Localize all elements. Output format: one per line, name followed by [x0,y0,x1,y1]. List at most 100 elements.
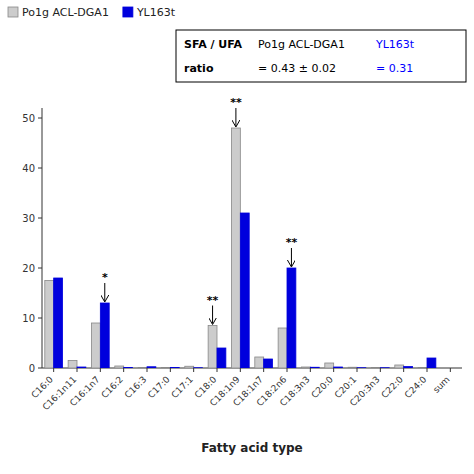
x-tick [193,368,194,372]
bar [395,365,404,368]
bar [54,278,63,368]
bar [255,357,264,368]
annotation-arrow [235,108,236,126]
bar [441,368,450,369]
bar [240,213,249,368]
bar [147,367,156,368]
bar [325,363,334,368]
ratio-box [176,30,466,82]
bar [161,367,170,368]
bar [68,361,77,369]
x-tick [357,368,358,372]
bar [115,366,124,368]
bar [427,358,436,368]
x-tick [77,368,78,372]
bar [264,359,273,368]
x-tick-label: C16:3 [123,374,149,400]
x-tick-label: C17:0 [146,374,172,400]
bar [287,268,296,368]
x-tick-label: sum [431,374,452,395]
y-tick-label: 10 [22,313,35,324]
bar [278,328,287,368]
y-tick [38,218,42,219]
x-tick-label: C24:0 [403,374,429,400]
chart: 01020304050C16:0C16:1n11C16:1n7C16:2C16:… [0,0,474,474]
ratio-box-label: ratio [184,62,214,75]
bar [185,366,194,368]
bar [124,367,133,368]
y-tick [38,368,42,369]
y-tick [38,168,42,169]
bar [348,367,357,368]
bar [138,367,147,368]
x-tick [217,368,218,372]
x-tick [380,368,381,372]
x-tick-label: C22:0 [379,374,405,400]
y-tick-label: 20 [22,263,35,274]
bar [100,303,109,368]
ratio-box-value: = 0.31 [376,62,413,75]
x-tick [263,368,264,372]
y-tick-label: 0 [29,363,35,374]
x-tick [53,368,54,372]
legend-swatch [123,7,133,17]
ratio-box-label: SFA / UFA [184,38,243,51]
annotation-text: * [102,271,108,284]
bar [170,367,179,368]
y-axis-line [42,108,43,368]
legend-swatch [8,7,18,17]
y-tick-label: 40 [22,163,35,174]
x-tick [450,368,451,372]
x-tick [100,368,101,372]
x-tick [170,368,171,372]
bar [371,367,380,368]
legend-label: Po1g ACL-DGA1 [22,6,109,19]
x-tick [240,368,241,372]
ratio-box-value: = 0.43 ± 0.02 [258,62,336,75]
x-tick [287,368,288,372]
bar [418,367,427,368]
x-tick-label: C16:1n7 [68,374,102,408]
x-tick [427,368,428,372]
x-tick-label: C20:0 [309,374,335,400]
x-tick-label: C17:1 [169,374,195,400]
x-tick [147,368,148,372]
x-tick [333,368,334,372]
y-tick [38,268,42,269]
bar [208,326,217,369]
bar [404,367,413,369]
y-tick-label: 30 [22,213,35,224]
annotation-arrow [212,306,213,324]
y-tick-label: 50 [22,113,35,124]
x-tick-label: C20:3n3 [348,374,382,408]
annotation-text: ** [230,96,242,109]
x-tick-label: C18:3n3 [278,374,312,408]
bar [301,367,310,368]
bar [217,348,226,368]
x-tick-label: C16:2 [99,374,125,400]
annotation-arrow [104,283,105,301]
bar [334,367,343,368]
bar [357,367,366,368]
bar [91,323,100,368]
y-tick [38,118,42,119]
bars [45,128,436,368]
ratio-box-name: YL163t [375,38,415,51]
x-tick [403,368,404,372]
y-tick [38,318,42,319]
bar [310,367,319,368]
x-tick [310,368,311,372]
bar [231,128,240,368]
bar [450,368,459,369]
ratio-box-name: Po1g ACL-DGA1 [258,38,345,51]
annotation-text: ** [286,236,298,249]
bar [380,367,389,368]
bar [194,367,203,368]
bar [77,367,86,368]
bar [45,281,54,369]
annotation-arrow [291,248,292,266]
legend-label: YL163t [136,6,176,19]
x-axis-label: Fatty acid type [201,441,302,455]
x-tick [123,368,124,372]
annotation-text: ** [207,294,219,307]
